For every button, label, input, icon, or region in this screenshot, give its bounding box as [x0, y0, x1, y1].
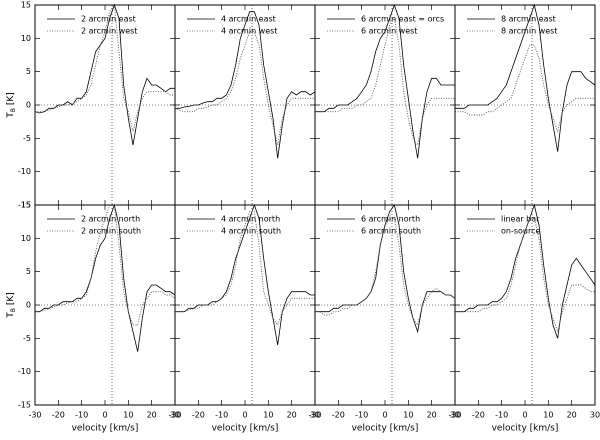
- panel: -15 -10 -5 0 5 10 15 2 arcmin east 2 arcmin west…: [6, 1, 176, 210]
- legend-label: 2 arcmin west: [81, 27, 137, 36]
- series-line: [35, 203, 176, 352]
- series-line: [315, 3, 455, 159]
- x-tick-label: 20: [427, 411, 437, 420]
- x-tick-label: -30: [308, 411, 321, 420]
- x-tick-label: 20: [287, 411, 297, 420]
- series-line: [315, 217, 456, 327]
- x-tick-label: 10: [403, 411, 413, 420]
- legend-label: 2 arcmin north: [81, 215, 140, 224]
- series-line: [34, 3, 175, 146]
- panel: 6 arcmin east = orcs 6 arcmin west: [314, 3, 456, 206]
- legend-label: 4 arcmin north: [221, 215, 280, 224]
- x-tick-label: 30: [450, 411, 460, 420]
- y-tick-label: 5: [26, 267, 31, 276]
- y-axis-label: TB [K]: [6, 92, 17, 119]
- x-axis-label: velocity [km/s]: [492, 424, 559, 434]
- y-axis-label-sub: B: [10, 308, 17, 312]
- panel: -30 -20 -10 0 10 20 30 6 arcmin north 6 arcmin s…: [308, 204, 460, 434]
- x-tick-label: 20: [567, 411, 577, 420]
- panel-frame: [454, 204, 596, 406]
- y-tick-label: 15: [21, 1, 31, 10]
- legend-label: 6 arcmin west: [361, 27, 417, 36]
- panel: 8 arcmin east 8 arcmin west: [454, 3, 596, 206]
- y-tick-label: 0: [26, 301, 31, 310]
- y-axis-label-main: T: [6, 312, 16, 319]
- y-axis-label: TB [K]: [6, 292, 17, 319]
- series-line: [455, 203, 596, 339]
- series-line: [455, 217, 595, 334]
- x-tick-label: -10: [355, 411, 368, 420]
- y-tick-label: -10: [18, 367, 31, 376]
- x-tick-label: -10: [75, 411, 88, 420]
- x-tick-label: -20: [192, 411, 205, 420]
- panel: -30 -20 -10 0 10 20 30 -15 -10 -5 0 5 10 15 2 arcmin n…: [6, 201, 181, 434]
- x-tick-label: -30: [168, 411, 181, 420]
- y-axis-label-unit: [K]: [6, 92, 16, 105]
- y-axis-label-sub: B: [10, 108, 17, 112]
- legend-label: linear bar: [501, 215, 540, 224]
- x-tick-label: -10: [495, 411, 508, 420]
- x-tick-label: -20: [332, 411, 345, 420]
- series-line: [174, 31, 315, 146]
- legend-label: 6 arcmin south: [361, 227, 421, 236]
- x-tick-label: 0: [382, 411, 387, 420]
- legend-label: 4 arcmin south: [221, 227, 281, 236]
- x-tick-label: 30: [310, 411, 320, 420]
- x-tick-label: -30: [448, 411, 461, 420]
- x-tick-label: 10: [123, 411, 133, 420]
- series-line: [175, 11, 316, 159]
- legend-label: 6 arcmin north: [361, 215, 420, 224]
- y-tick-label: -5: [23, 134, 31, 143]
- y-axis-label-main: T: [6, 112, 16, 119]
- x-tick-label: 30: [170, 411, 180, 420]
- x-tick-label: -30: [28, 411, 41, 420]
- legend-label: 2 arcmin east: [81, 15, 136, 24]
- y-tick-label: -15: [18, 401, 31, 410]
- x-tick-label: 20: [147, 411, 157, 420]
- series-line: [175, 203, 315, 346]
- legend-label: 6 arcmin east = orcs: [361, 15, 444, 24]
- series-line: [455, 44, 595, 134]
- x-tick-label: 10: [263, 411, 273, 420]
- x-tick-label: -10: [215, 411, 228, 420]
- y-axis-label-unit: [K]: [6, 292, 16, 305]
- legend-label: 4 arcmin east: [221, 15, 276, 24]
- y-tick-label: -10: [18, 167, 31, 176]
- series-line: [35, 3, 175, 132]
- series-line: [455, 3, 596, 152]
- y-tick-label: 5: [26, 67, 31, 76]
- x-tick-label: 10: [543, 411, 553, 420]
- x-axis-label: velocity [km/s]: [72, 424, 139, 434]
- panel: -30 -20 -10 0 10 20 30 linear bar on-source veloc…: [448, 203, 600, 434]
- y-tick-label: -15: [18, 201, 31, 210]
- x-tick-label: -20: [52, 411, 65, 420]
- legend-label: on-source: [501, 227, 540, 236]
- y-tick-label: 0: [26, 101, 31, 110]
- series-line: [315, 17, 455, 147]
- x-tick-label: 0: [242, 411, 247, 420]
- legend-label: 8 arcmin west: [501, 27, 557, 36]
- legend-label: 8 arcmin east: [501, 15, 556, 24]
- legend-label: 2 arcmin south: [81, 227, 141, 236]
- y-tick-label: -5: [23, 334, 31, 343]
- series-line: [315, 204, 456, 334]
- x-tick-label: 0: [102, 411, 107, 420]
- y-tick-label: 10: [21, 34, 31, 43]
- x-tick-label: -20: [472, 411, 485, 420]
- x-axis-label: velocity [km/s]: [212, 424, 279, 434]
- y-tick-label: 10: [21, 234, 31, 243]
- x-tick-label: 0: [522, 411, 527, 420]
- panel: 4 arcmin east 4 arcmin west: [174, 4, 316, 206]
- x-tick-label: 30: [590, 411, 600, 420]
- legend-label: 4 arcmin west: [221, 27, 277, 36]
- y-tick-label: 15: [21, 201, 31, 210]
- x-axis-label: velocity [km/s]: [352, 424, 419, 434]
- panel: -30 -20 -10 0 10 20 30 4 arcmin north 4 arcmin s…: [168, 203, 320, 434]
- series-line: [175, 211, 315, 326]
